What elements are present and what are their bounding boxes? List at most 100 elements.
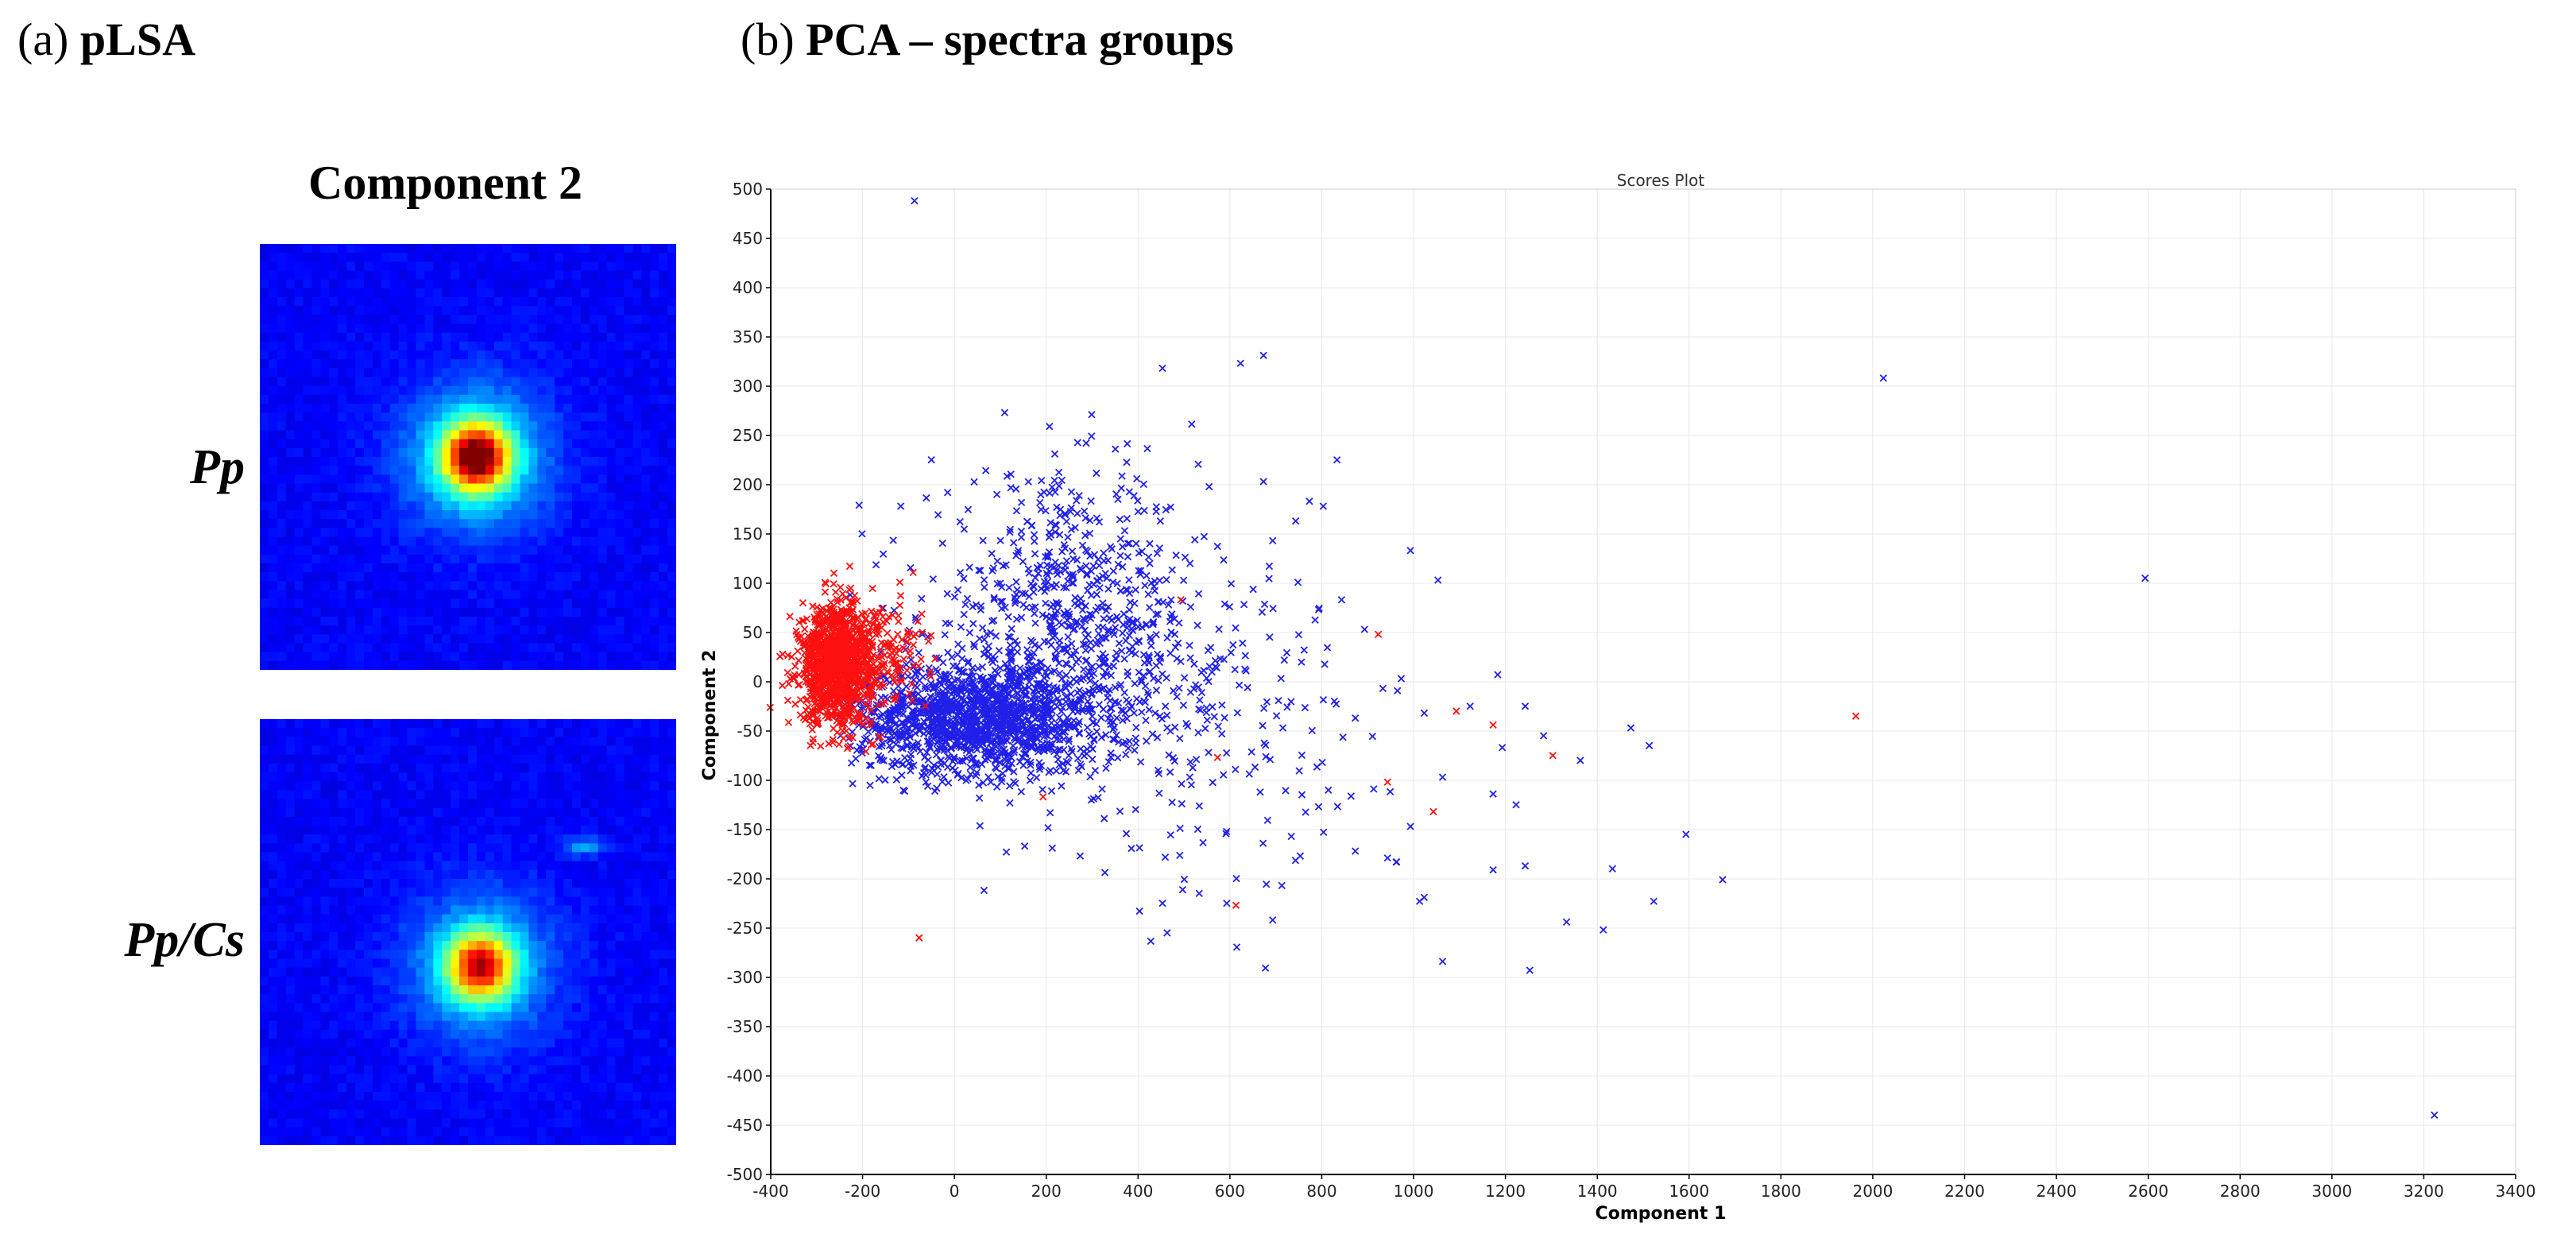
- heatmap-cell: [338, 598, 347, 609]
- heatmap-cell: [329, 270, 338, 281]
- heatmap-cell: [416, 976, 426, 986]
- heatmap-cell: [389, 590, 400, 600]
- heatmap-cell: [424, 914, 434, 924]
- heatmap-cell: [424, 545, 434, 555]
- heatmap-cell: [659, 430, 668, 440]
- heatmap-cell: [268, 1118, 278, 1128]
- heatmap-cell: [433, 288, 443, 298]
- heatmap-cell: [355, 519, 365, 528]
- heatmap-cell: [520, 1012, 530, 1022]
- heatmap-cell: [485, 1136, 495, 1145]
- heatmap-cell: [381, 976, 391, 986]
- heatmap-cell: [451, 404, 460, 413]
- heatmap-cell: [398, 652, 408, 662]
- heatmap-cell: [346, 1127, 356, 1137]
- heatmap-cell: [563, 967, 573, 977]
- heatmap-cell: [624, 745, 634, 756]
- heatmap-cell: [398, 394, 408, 404]
- heatmap-cell: [389, 404, 400, 413]
- heatmap-cell: [606, 660, 617, 670]
- heatmap-cell: [372, 1039, 382, 1048]
- heatmap-cell: [572, 861, 582, 871]
- heatmap-cell: [311, 394, 322, 404]
- heatmap-cell: [528, 394, 538, 404]
- heatmap-cell: [511, 1136, 521, 1145]
- heatmap-cell: [277, 914, 287, 924]
- heatmap-cell: [598, 368, 608, 378]
- heatmap-cell: [667, 492, 676, 502]
- heatmap-cell: [277, 447, 287, 458]
- heatmap-cell: [442, 861, 451, 871]
- heatmap-cell: [528, 350, 538, 360]
- heatmap-cell: [303, 1082, 313, 1093]
- heatmap-cell: [606, 244, 617, 253]
- heatmap-cell: [511, 1101, 521, 1110]
- heatmap-cell: [606, 843, 617, 853]
- heatmap-cell: [485, 554, 495, 564]
- heatmap-cell: [389, 763, 400, 773]
- heatmap-cell: [424, 763, 434, 773]
- heatmap-cell: [476, 625, 486, 635]
- heatmap-cell: [320, 625, 330, 635]
- heatmap-cell: [485, 253, 495, 262]
- scatter-point-blue: [987, 778, 995, 786]
- heatmap-cell: [311, 385, 322, 396]
- heatmap-cell: [277, 826, 287, 835]
- heatmap-cell: [606, 781, 617, 791]
- heatmap-cell: [667, 350, 676, 360]
- heatmap-cell: [485, 719, 495, 729]
- heatmap-cell: [346, 950, 356, 960]
- heatmap-cell: [537, 350, 547, 360]
- heatmap-cell: [528, 652, 538, 662]
- heatmap-cell: [485, 519, 495, 528]
- heatmap-cell: [546, 896, 555, 907]
- heatmap-cell: [407, 332, 417, 342]
- heatmap-cell: [416, 1020, 426, 1031]
- heatmap-cell: [459, 332, 469, 342]
- heatmap-cell: [563, 341, 573, 351]
- heatmap-cell: [520, 914, 530, 924]
- heatmap-cell: [355, 652, 365, 662]
- heatmap-cell: [459, 430, 469, 440]
- heatmap-cell: [398, 385, 408, 396]
- heatmap-cell: [364, 1012, 373, 1022]
- heatmap-cell: [320, 754, 330, 764]
- heatmap-cell: [511, 341, 521, 351]
- heatmap-cell: [364, 1101, 373, 1110]
- heatmap-cell: [372, 261, 382, 272]
- heatmap-cell: [632, 253, 642, 262]
- heatmap-cell: [459, 421, 469, 431]
- heatmap-cell: [338, 976, 347, 986]
- heatmap-cell: [398, 545, 408, 555]
- heatmap-cell: [589, 772, 599, 782]
- heatmap-cell: [589, 852, 599, 862]
- heatmap-cell: [338, 985, 347, 995]
- heatmap-cell: [398, 288, 408, 298]
- heatmap-cell: [624, 1136, 634, 1145]
- heatmap-cell: [555, 466, 564, 475]
- heatmap-cell: [563, 1047, 573, 1057]
- heatmap-cell: [537, 323, 547, 334]
- heatmap-cell: [528, 528, 538, 538]
- heatmap-cell: [311, 807, 322, 818]
- heatmap-cell: [260, 728, 269, 737]
- heatmap-cell: [659, 643, 668, 653]
- heatmap-cell: [442, 439, 451, 449]
- heatmap-cell: [451, 394, 460, 404]
- heatmap-cell: [442, 781, 451, 791]
- heatmap-cell: [624, 923, 634, 933]
- heatmap-cell: [580, 1127, 590, 1137]
- heatmap-cell: [346, 270, 356, 281]
- heatmap-cell: [459, 359, 469, 369]
- heatmap-cell: [502, 439, 512, 449]
- heatmap-cell: [520, 1127, 530, 1137]
- heatmap-cell: [311, 244, 322, 253]
- heatmap-cell: [398, 1118, 408, 1128]
- heatmap-cell: [537, 528, 547, 538]
- heatmap-cell: [476, 501, 486, 511]
- heatmap-cell: [311, 941, 322, 950]
- heatmap-cell: [520, 332, 530, 342]
- heatmap-cell: [476, 1127, 486, 1137]
- heatmap-cell: [398, 492, 408, 502]
- heatmap-cell: [416, 412, 426, 422]
